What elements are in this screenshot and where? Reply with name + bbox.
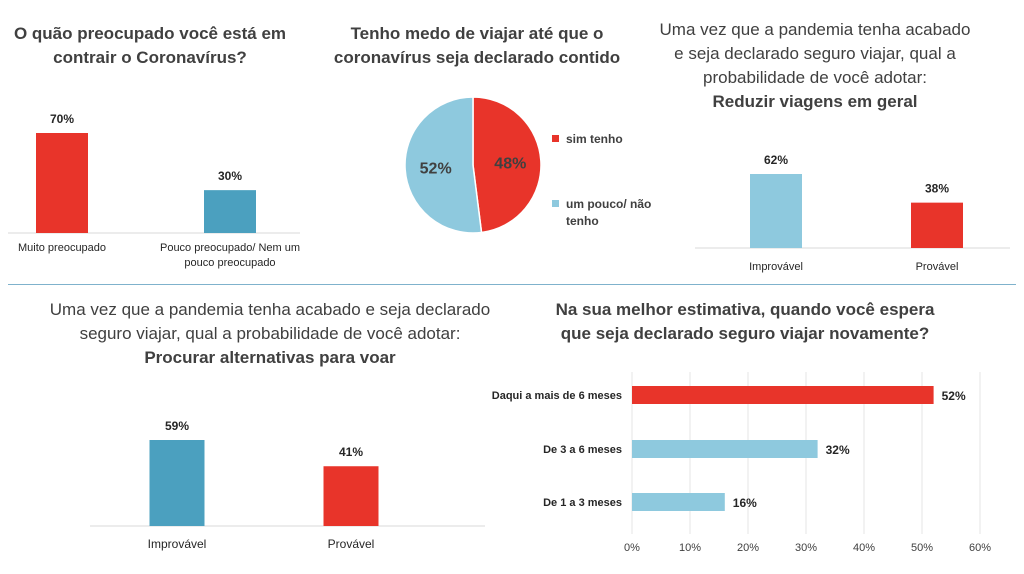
- chart-when: 0% 10% 20% 30% 40% 50% 60% Daqui a mais de 6 me…: [492, 372, 991, 554]
- chart-reduce: 62% Improvável 38% Provável: [695, 153, 1010, 273]
- alternatives-bar-1: [323, 466, 379, 526]
- concern-category-label-0: Muito preocupado: [18, 242, 106, 254]
- chart-alternatives-title-bold: Procurar alternativas para voar: [144, 348, 396, 367]
- chart-concern: 70% Muito preocupado 30% Pouco preocupado/ …: [8, 112, 300, 269]
- chart-alternatives-title: Uma vez que a pandemia tenha acabado e s…: [30, 298, 510, 370]
- when-category-label-2: De 1 a 3 meses: [543, 497, 622, 509]
- fear-slice-label-0: 48%: [494, 156, 526, 173]
- when-value-label-0: 52%: [942, 389, 966, 403]
- when-xtick-label-3: 30%: [795, 542, 817, 554]
- fear-legend-swatch-0: [552, 135, 559, 142]
- when-value-label-1: 32%: [826, 443, 850, 457]
- reduce-category-label-0: Improvável: [749, 261, 803, 273]
- when-xtick-label-5: 50%: [911, 542, 933, 554]
- when-xtick-label-1: 10%: [679, 542, 701, 554]
- when-xtick-label-2: 20%: [737, 542, 759, 554]
- when-bar-0: [632, 386, 934, 404]
- concern-category-label-1: Pouco preocupado/ Nem um pouco preocupado: [160, 242, 300, 269]
- fear-slice-label-1: 52%: [420, 160, 452, 177]
- alternatives-category-label-0: Improvável: [148, 537, 207, 551]
- when-value-label-2: 16%: [733, 496, 757, 510]
- when-bar-1: [632, 440, 818, 458]
- concern-bar-1: [204, 190, 256, 233]
- chart-reduce-title: Uma vez que a pandemia tenha acabado e s…: [655, 18, 975, 114]
- chart-reduce-title-bold: Reduzir viagens em geral: [712, 92, 918, 111]
- alternatives-value-label-1: 41%: [339, 445, 363, 459]
- fear-slice-0: [472, 96, 542, 234]
- when-xtick-label-0: 0%: [624, 542, 640, 554]
- when-xtick-label-4: 40%: [853, 542, 875, 554]
- when-bar-2: [632, 493, 725, 511]
- when-category-label-1: De 3 a 6 meses: [543, 444, 622, 456]
- fear-legend-label-1: um pouco/ não tenho: [566, 197, 651, 228]
- alternatives-category-label-1: Provável: [328, 537, 375, 551]
- fear-slice-1: [404, 96, 483, 234]
- chart-fear: 48% 52% sim tenho um pouco/ não tenho: [404, 96, 651, 234]
- chart-alternatives-title-pre: Uma vez que a pandemia tenha acabado e s…: [49, 300, 491, 343]
- when-category-label-0: Daqui a mais de 6 meses: [492, 390, 622, 402]
- alternatives-value-label-0: 59%: [165, 419, 189, 433]
- when-xtick-label-6: 60%: [969, 542, 991, 554]
- fear-legend-label-0: sim tenho: [566, 132, 623, 146]
- section-divider: [8, 284, 1016, 285]
- reduce-bar-0: [750, 174, 802, 248]
- concern-value-label-1: 30%: [218, 169, 242, 183]
- reduce-value-label-1: 38%: [925, 182, 949, 196]
- alternatives-bar-0: [149, 440, 205, 526]
- concern-value-label-0: 70%: [50, 112, 74, 126]
- chart-alternatives: 59% Improvável 41% Provável: [90, 419, 485, 551]
- chart-concern-title: O quão preocupado você está em contrair …: [13, 24, 287, 67]
- chart-reduce-title-pre: Uma vez que a pandemia tenha acabado e s…: [659, 20, 971, 87]
- reduce-value-label-0: 62%: [764, 153, 788, 167]
- concern-bar-0: [36, 133, 88, 233]
- reduce-category-label-1: Provável: [916, 261, 959, 273]
- fear-legend-swatch-1: [552, 200, 559, 207]
- reduce-bar-1: [911, 202, 963, 248]
- chart-when-title: Na sua melhor estimativa, quando você es…: [555, 300, 935, 343]
- chart-fear-title: Tenho medo de viajar até que o coronavír…: [333, 24, 621, 67]
